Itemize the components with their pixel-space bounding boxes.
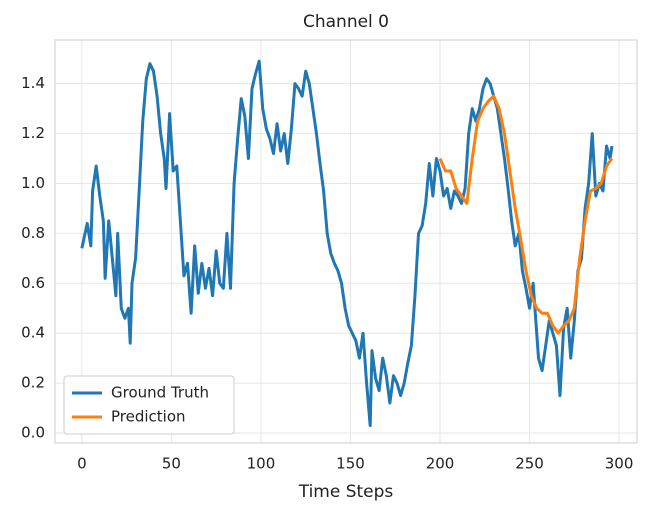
- chart-title: Channel 0: [303, 12, 389, 32]
- y-tick-label: 1.2: [21, 124, 45, 142]
- x-tick-label: 100: [247, 455, 276, 473]
- y-tick-label: 1.0: [21, 174, 45, 192]
- x-tick-label: 150: [336, 455, 365, 473]
- x-tick-label: 300: [605, 455, 634, 473]
- y-tick-label: 0.6: [21, 274, 45, 292]
- x-axis-label: Time Steps: [298, 482, 394, 502]
- y-tick-label: 1.4: [21, 74, 45, 92]
- series-line: [438, 94, 614, 335]
- legend-box: [63, 375, 235, 435]
- x-tick-label: 0: [77, 455, 87, 473]
- y-tick-label: 0.8: [21, 224, 45, 242]
- y-tick-label: 0.0: [21, 424, 45, 442]
- series-line: [80, 59, 614, 428]
- x-tick-label: 250: [515, 455, 544, 473]
- y-tick-label: 0.2: [21, 374, 45, 392]
- y-tick-label: 0.4: [21, 324, 45, 342]
- x-tick-label: 200: [426, 455, 455, 473]
- plot-frame: [54, 39, 638, 444]
- x-tick-label: 50: [162, 455, 181, 473]
- legend-label: Ground Truth: [111, 384, 209, 402]
- legend-label: Prediction: [111, 408, 186, 426]
